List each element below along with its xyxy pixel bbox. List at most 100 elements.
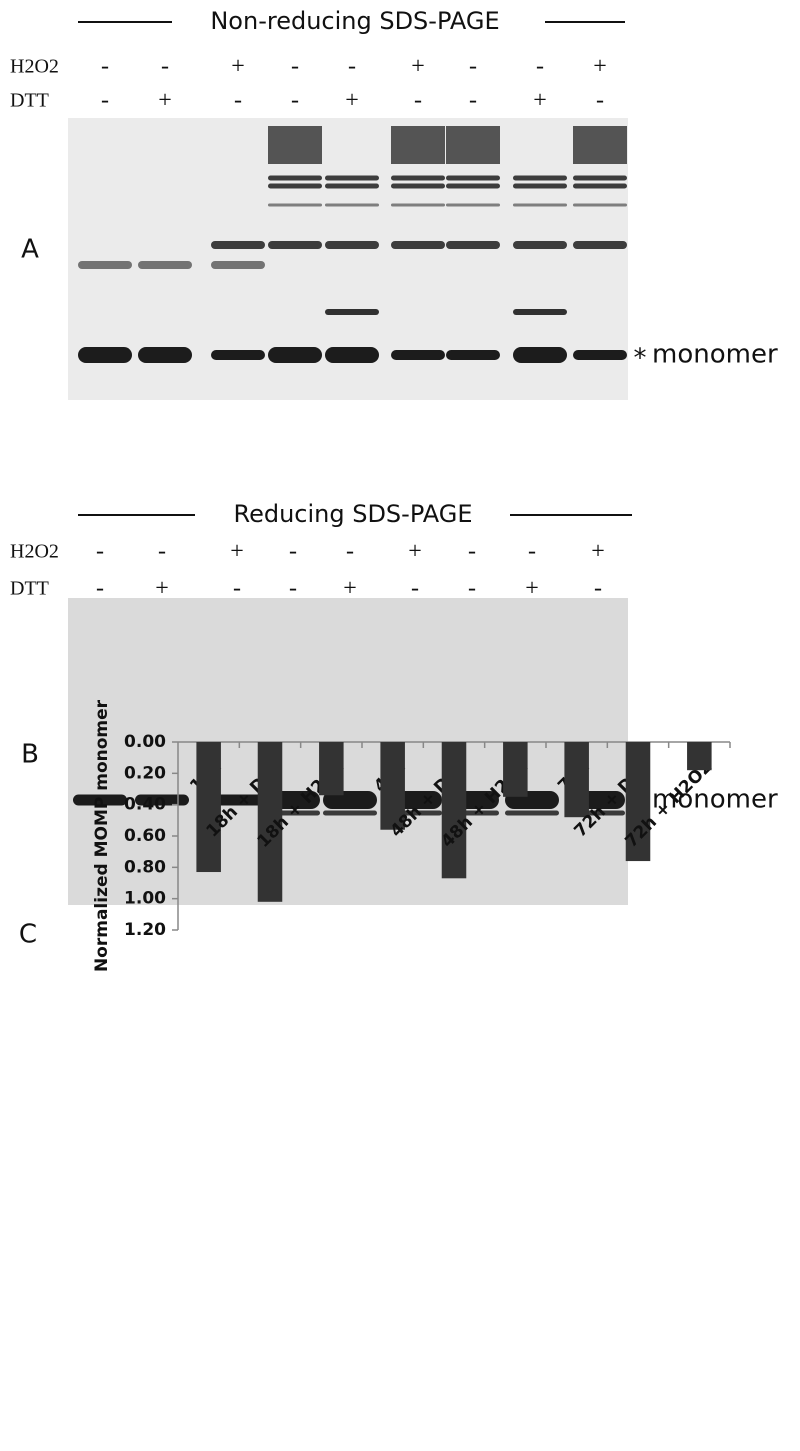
lane-sign: - [101,88,109,114]
gel-band [325,183,379,189]
gel-band [268,241,322,249]
lane-sign: + [345,88,359,114]
row-label: DTT [10,578,49,600]
lane-sign: - [414,88,422,114]
row-label: H2O2 [10,541,59,563]
lane-sign: - [596,88,604,114]
lane-sign: - [346,539,354,565]
lane-sign: - [291,88,299,114]
bar [441,742,467,879]
row-label: DTT [10,90,49,112]
row-label: H2O2 [10,56,59,78]
gel-band [573,175,627,181]
lane-sign: - [234,88,242,114]
gel-band [323,810,377,816]
gel-band [323,791,377,809]
lane-sign: + [230,539,244,565]
gel-band [211,241,265,249]
gel-band [391,183,445,189]
gel-smear [573,126,627,164]
gel-band [513,241,567,249]
lane-sign: + [231,54,245,80]
lane-sign: + [155,576,169,602]
lane-sign: - [468,539,476,565]
lane-sign: + [593,54,607,80]
gel-band [325,309,379,315]
gel-band [391,241,445,249]
gel-band [268,183,322,189]
band-marker: * [634,344,647,374]
lane-sign: + [408,539,422,565]
y-tick-label: 0.20 [124,763,166,783]
gel-band [78,347,132,363]
lane-sign: - [528,539,536,565]
gel-band [513,347,567,363]
gel-band [446,175,500,181]
gel-band [325,347,379,363]
lane-sign: - [468,576,476,602]
lane-sign: - [348,54,356,80]
lane-sign: - [96,576,104,602]
lane-sign: - [289,576,297,602]
lane-sign: - [233,576,241,602]
panel-title: Reducing SDS-PAGE [233,500,472,528]
gel-band [325,203,379,207]
panel-title: Non-reducing SDS-PAGE [210,7,499,35]
gel-image [68,598,628,905]
lane-sign: + [533,88,547,114]
lane-sign: - [161,54,169,80]
y-tick-label: 0.40 [124,795,166,815]
bar [257,742,283,902]
gel-band [268,203,322,207]
gel-band [391,203,445,207]
lane-sign: - [411,576,419,602]
bar [196,742,221,873]
gel-band [573,203,627,207]
panel-label: C [19,920,37,950]
lane-sign: + [343,576,357,602]
gel-panel: Reducing SDS-PAGE H2O2 - - + - - + - - + DTT - + - - + - -… [10,500,778,905]
gel-band [573,350,627,360]
y-tick-label: 1.00 [124,889,166,909]
y-tick-label: 0.60 [124,826,166,846]
lane-sign: + [525,576,539,602]
gel-band [446,241,500,249]
gel-band [446,183,500,189]
lane-sign: - [469,88,477,114]
gel-panel: Non-reducing SDS-PAGE H2O2 - - + - - + - - + DTT - + -… [10,7,778,400]
lane-sign: + [591,539,605,565]
gel-band [505,810,559,816]
lane-sign: - [291,54,299,80]
bar [687,742,712,771]
lane-sign: - [158,539,166,565]
gel-band [325,175,379,181]
lane-sign: - [594,576,602,602]
bar [503,742,528,797]
gel-band [211,350,265,360]
gel-band [513,309,567,315]
gel-smear [391,126,445,164]
gel-band [138,347,192,363]
lane-sign: + [158,88,172,114]
gel-smear [446,126,500,164]
gel-band [78,261,132,269]
gel-band [446,350,500,360]
panel-label: A [21,235,39,265]
gel-band [513,183,567,189]
gel-band [325,241,379,249]
gel-band [573,183,627,189]
lane-sign: + [411,54,425,80]
bar [625,742,651,862]
band-label: monomer [652,340,778,370]
gel-smear [268,126,322,164]
gel-band [135,794,189,806]
lane-sign: - [101,54,109,80]
bar [319,742,344,796]
gel-band [268,175,322,181]
gel-band [446,203,500,207]
lane-sign: - [289,539,297,565]
gel-band [73,794,127,806]
y-tick-label: 0.00 [124,732,166,752]
